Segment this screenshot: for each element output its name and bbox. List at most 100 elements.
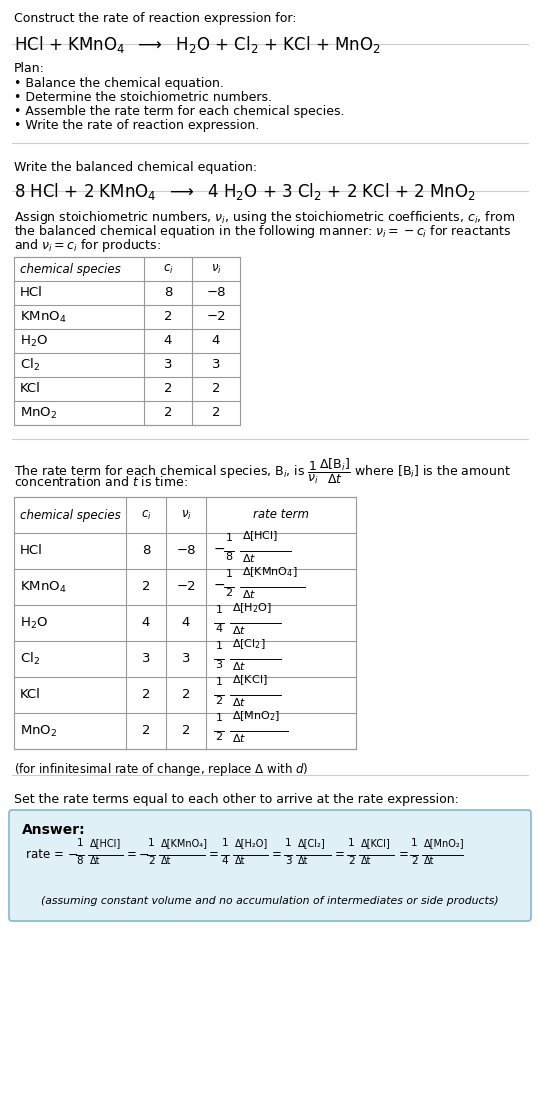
Text: $\Delta t$: $\Delta t$ — [232, 732, 246, 744]
Text: • Assemble the rate term for each chemical species.: • Assemble the rate term for each chemic… — [14, 105, 345, 118]
Text: 2: 2 — [141, 580, 150, 594]
Text: chemical species: chemical species — [20, 508, 121, 522]
Text: Δ[HCl]: Δ[HCl] — [90, 838, 122, 848]
Text: 1: 1 — [215, 713, 222, 723]
Text: 1: 1 — [77, 838, 83, 848]
Text: 2: 2 — [141, 725, 150, 737]
Text: 3: 3 — [285, 856, 291, 866]
Text: 2: 2 — [182, 688, 190, 702]
Text: 2: 2 — [215, 696, 222, 706]
Text: =: = — [209, 848, 219, 862]
Text: $\nu_i$: $\nu_i$ — [211, 262, 221, 276]
Text: Δ[MnO₂]: Δ[MnO₂] — [424, 838, 465, 848]
Text: 1: 1 — [411, 838, 418, 848]
Text: 1: 1 — [226, 533, 233, 543]
Text: Δ[Cl₂]: Δ[Cl₂] — [298, 838, 326, 848]
Text: 1: 1 — [215, 677, 222, 687]
Text: Cl$_2$: Cl$_2$ — [20, 651, 40, 667]
Text: −: − — [139, 848, 150, 862]
Text: HCl + KMnO$_4$  $\longrightarrow$  H$_2$O + Cl$_2$ + KCl + MnO$_2$: HCl + KMnO$_4$ $\longrightarrow$ H$_2$O … — [14, 34, 381, 54]
Text: $\Delta t$: $\Delta t$ — [232, 624, 246, 636]
Text: 2: 2 — [164, 383, 172, 396]
Text: rate =: rate = — [26, 848, 68, 862]
Text: Δ[KMnO₄]: Δ[KMnO₄] — [161, 838, 208, 848]
Text: 2: 2 — [348, 856, 355, 866]
Text: • Write the rate of reaction expression.: • Write the rate of reaction expression. — [14, 119, 259, 132]
Text: MnO$_2$: MnO$_2$ — [20, 406, 57, 420]
Text: $c_i$: $c_i$ — [163, 262, 173, 276]
Text: −: − — [214, 578, 226, 592]
Text: Cl$_2$: Cl$_2$ — [20, 357, 40, 373]
Text: 8: 8 — [164, 287, 172, 299]
Text: KCl: KCl — [20, 383, 41, 396]
Text: 1: 1 — [215, 641, 222, 651]
Text: $\Delta$[H$_2$O]: $\Delta$[H$_2$O] — [232, 602, 272, 615]
Text: $\Delta t$: $\Delta t$ — [242, 552, 256, 564]
Text: HCl: HCl — [20, 545, 43, 557]
Text: chemical species: chemical species — [20, 262, 121, 276]
Text: KCl: KCl — [20, 688, 41, 702]
Text: Plan:: Plan: — [14, 62, 45, 75]
Text: $\Delta t$: $\Delta t$ — [242, 588, 256, 600]
Text: The rate term for each chemical species, B$_i$, is $\dfrac{1}{\nu_i}\dfrac{\Delt: The rate term for each chemical species,… — [14, 457, 511, 486]
Text: Δt: Δt — [424, 856, 435, 866]
Text: 8: 8 — [77, 856, 83, 866]
Text: 2: 2 — [215, 732, 222, 742]
Text: 3: 3 — [141, 653, 150, 665]
Text: KMnO$_4$: KMnO$_4$ — [20, 579, 66, 595]
Text: $\nu_i$: $\nu_i$ — [180, 508, 191, 522]
Text: 1: 1 — [215, 605, 222, 615]
Text: 2: 2 — [212, 383, 220, 396]
Text: $\Delta$[KMnO$_4$]: $\Delta$[KMnO$_4$] — [242, 565, 298, 579]
Text: 4: 4 — [212, 335, 220, 347]
Text: $\Delta t$: $\Delta t$ — [232, 696, 246, 708]
Text: H$_2$O: H$_2$O — [20, 615, 48, 631]
Text: and $\nu_i = c_i$ for products:: and $\nu_i = c_i$ for products: — [14, 237, 161, 254]
Text: Answer:: Answer: — [22, 823, 86, 837]
Text: 3: 3 — [182, 653, 190, 665]
Text: −: − — [68, 848, 78, 862]
Text: 2: 2 — [182, 725, 190, 737]
Text: Δt: Δt — [235, 856, 245, 866]
Text: 4: 4 — [164, 335, 172, 347]
Text: 1: 1 — [148, 838, 154, 848]
Text: 2: 2 — [225, 588, 233, 598]
Text: 3: 3 — [212, 358, 220, 371]
Text: Δ[KCl]: Δ[KCl] — [361, 838, 391, 848]
Text: 4: 4 — [182, 616, 190, 629]
Text: Δt: Δt — [90, 856, 100, 866]
FancyBboxPatch shape — [9, 810, 531, 921]
Text: −: − — [214, 542, 226, 556]
Text: MnO$_2$: MnO$_2$ — [20, 724, 57, 738]
Text: −2: −2 — [206, 310, 226, 324]
Text: (for infinitesimal rate of change, replace Δ with $d$): (for infinitesimal rate of change, repla… — [14, 761, 308, 778]
Text: −8: −8 — [176, 545, 195, 557]
Text: 8: 8 — [225, 552, 233, 562]
Text: H$_2$O: H$_2$O — [20, 334, 48, 348]
Text: HCl: HCl — [20, 287, 43, 299]
Text: =: = — [272, 848, 282, 862]
Text: the balanced chemical equation in the following manner: $\nu_i = -c_i$ for react: the balanced chemical equation in the fo… — [14, 224, 511, 240]
Text: 2: 2 — [164, 407, 172, 419]
Text: $\Delta$[Cl$_2$]: $\Delta$[Cl$_2$] — [232, 637, 266, 651]
Text: $\Delta$[HCl]: $\Delta$[HCl] — [242, 529, 278, 543]
Text: • Balance the chemical equation.: • Balance the chemical equation. — [14, 77, 224, 90]
Text: $\Delta t$: $\Delta t$ — [232, 661, 246, 672]
Text: Δt: Δt — [161, 856, 172, 866]
Text: 1: 1 — [348, 838, 355, 848]
Text: Δt: Δt — [361, 856, 372, 866]
Text: 3: 3 — [215, 661, 222, 671]
Text: $c_i$: $c_i$ — [140, 508, 151, 522]
Text: −2: −2 — [176, 580, 196, 594]
Text: 4: 4 — [221, 856, 228, 866]
Text: 2: 2 — [212, 407, 220, 419]
Text: rate term: rate term — [253, 508, 309, 522]
Bar — [14, 497, 356, 749]
Text: concentration and $t$ is time:: concentration and $t$ is time: — [14, 475, 188, 489]
Text: 1: 1 — [221, 838, 228, 848]
Text: Construct the rate of reaction expression for:: Construct the rate of reaction expressio… — [14, 12, 296, 24]
Text: Write the balanced chemical equation:: Write the balanced chemical equation: — [14, 161, 257, 173]
Text: 8 HCl + 2 KMnO$_4$  $\longrightarrow$  4 H$_2$O + 3 Cl$_2$ + 2 KCl + 2 MnO$_2$: 8 HCl + 2 KMnO$_4$ $\longrightarrow$ 4 H… — [14, 181, 476, 202]
Text: Δt: Δt — [298, 856, 308, 866]
Text: 2: 2 — [141, 688, 150, 702]
